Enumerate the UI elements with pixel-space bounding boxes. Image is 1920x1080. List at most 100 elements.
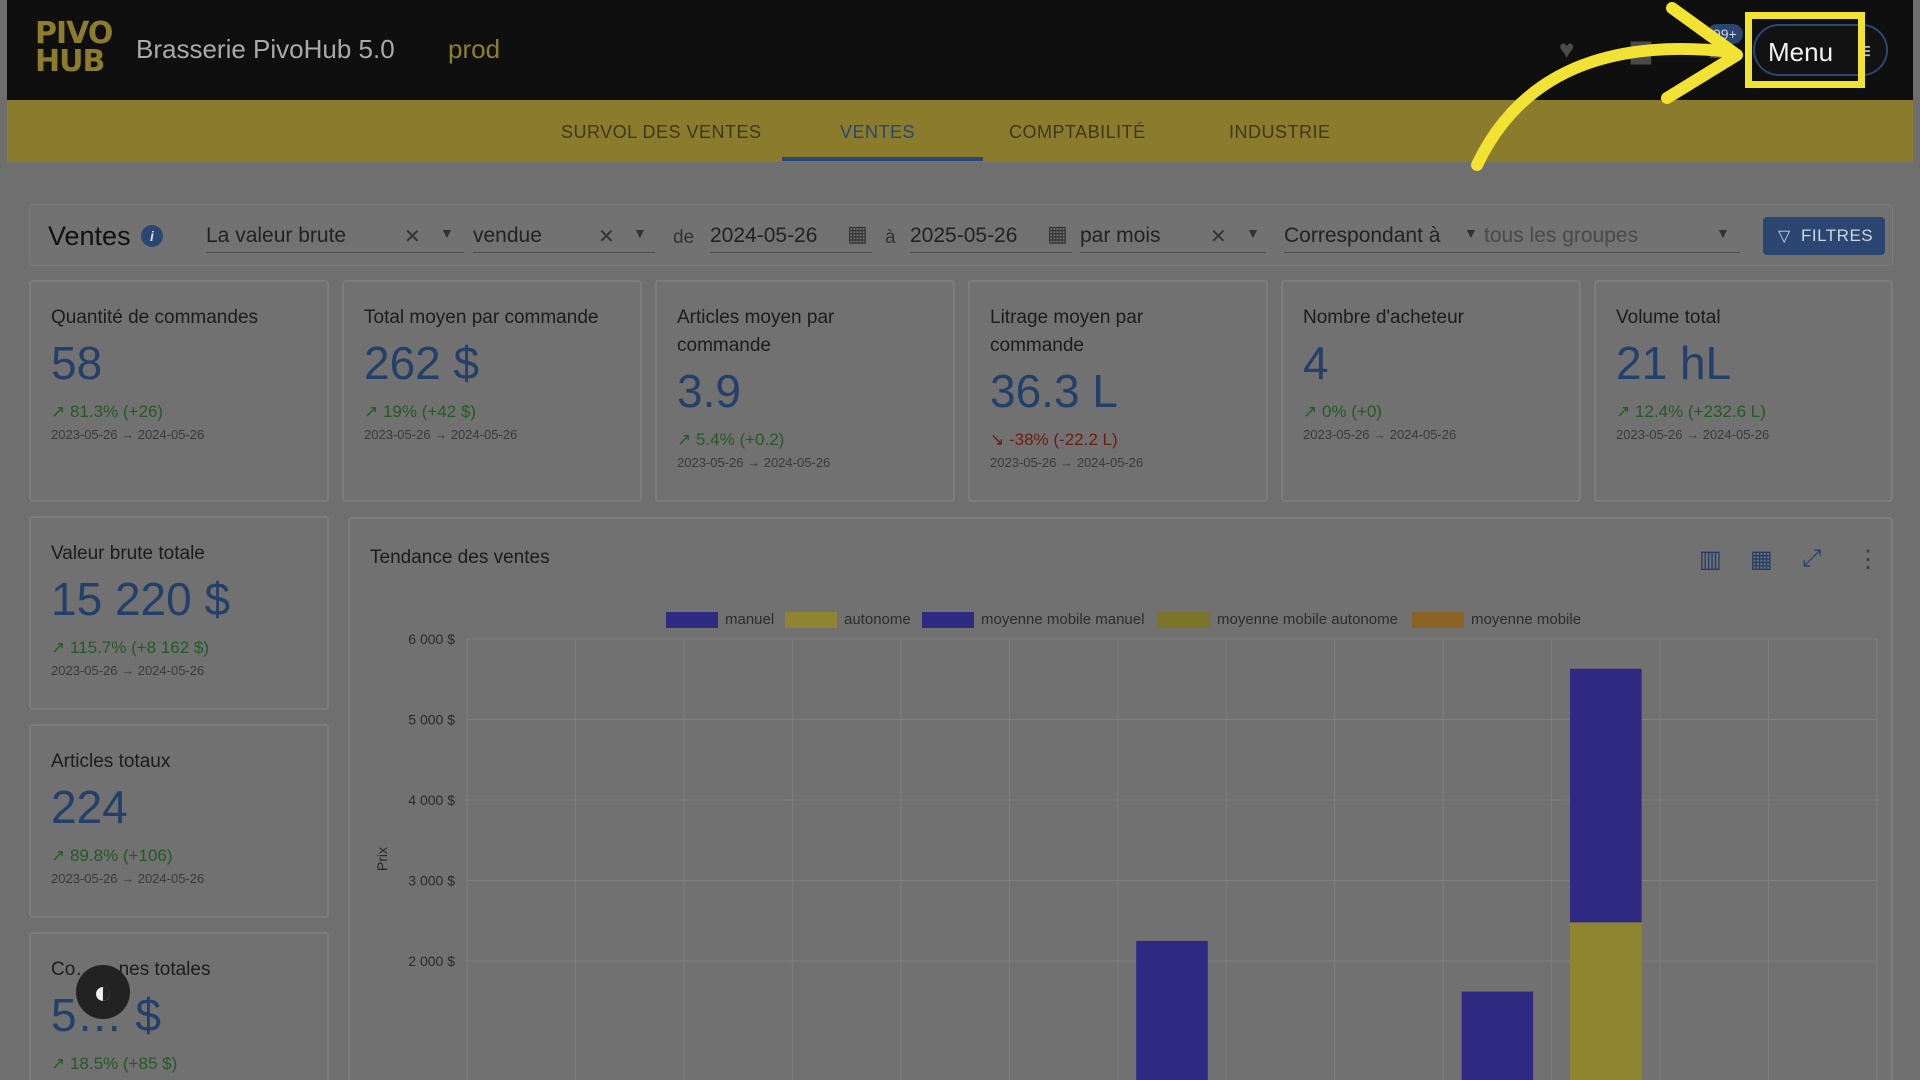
stat-period: 2023-05-26 → 2024-05-26 <box>677 455 831 470</box>
app-title: Brasserie PivoHub 5.0 <box>136 34 395 64</box>
legend-item-moyenne-mobile[interactable]: moyenne mobile <box>1471 611 1582 628</box>
stat-trend: ↗ 89.8% (+106) <box>51 846 173 865</box>
stat-trend: ↗ 5.4% (+0.2) <box>677 430 785 449</box>
stat-value: 224 <box>51 781 128 833</box>
clear-period-icon[interactable]: ✕ <box>1210 226 1227 248</box>
tab-ventes[interactable]: VENTES <box>840 122 916 142</box>
metric-select[interactable]: La valeur brute ✕ ▼ <box>206 219 464 253</box>
stat-value: 4 <box>1303 337 1329 389</box>
stat-card-total-moyen: Total moyen par commande 262 $ ↗ 19% (+4… <box>342 280 642 502</box>
bar-autonome[interactable] <box>1570 922 1642 1080</box>
stat-title: Quantité de commandes <box>51 307 259 328</box>
sales-filter-bar: Ventes i La valeur brute ✕ ▼ vendue ✕ ▼ … <box>29 204 1893 266</box>
clear-metric-icon[interactable]: ✕ <box>404 226 421 248</box>
chevron-down-icon[interactable]: ▼ <box>440 225 454 241</box>
active-tab-indicator <box>782 157 983 161</box>
stat-trend: ↗ 18.5% (+85 $) <box>51 1054 178 1073</box>
shopping-bag-icon[interactable]: ▆ <box>1631 34 1651 64</box>
stat-period: 2023-05-26 → 2024-05-26 <box>51 663 205 678</box>
trending-down-icon: ↘ <box>990 430 1009 449</box>
stat-title: Valeur brute totale <box>51 543 205 564</box>
legend-item-manuel[interactable]: manuel <box>725 611 775 628</box>
stat-card-commandes-totales: Co… …nes totales 5… $ ↗ 18.5% (+85 $) <box>29 932 329 1080</box>
support-widget-icon[interactable]: ◐ <box>76 965 130 1019</box>
bar-manuel[interactable] <box>1570 668 1642 923</box>
stat-title: Volume total <box>1616 307 1721 328</box>
pivohub-logo[interactable]: PIVO HUB <box>35 16 113 79</box>
trending-up-icon: ↗ <box>677 430 696 449</box>
tab-comptabilite[interactable]: COMPTABILITÉ <box>1009 122 1146 142</box>
status-select[interactable]: vendue ✕ ▼ <box>473 219 655 253</box>
sales-trend-chart-card: Tendance des ventes ▥ ▦ ⤢ ⋮ manuel auton… <box>348 517 1893 1080</box>
stat-value: 21 hL <box>1616 337 1732 389</box>
stat-trend: ↗ 0% (+0) <box>1303 402 1382 421</box>
period-select[interactable]: par mois ✕ ▼ <box>1080 219 1266 253</box>
tab-survol-des-ventes[interactable]: SURVOL DES VENTES <box>561 122 762 142</box>
legend-swatch-moyenne-mobile-autonome <box>1158 612 1210 628</box>
stat-value: 262 $ <box>364 337 480 389</box>
stat-card-volume-total: Volume total 21 hL ↗ 12.4% (+232.6 L) 20… <box>1594 280 1893 502</box>
chevron-down-icon[interactable]: ▼ <box>633 225 647 241</box>
section-tabs: SURVOL DES VENTES VENTES COMPTABILITÉ IN… <box>7 100 1913 162</box>
stat-trend: ↗ 19% (+42 $) <box>364 402 477 421</box>
stat-card-valeur-brute-totale: Valeur brute totale 15 220 $ ↗ 115.7% (+… <box>29 516 329 710</box>
stat-title: Nombre d'acheteur <box>1303 307 1464 328</box>
trending-up-icon: ↗ <box>51 638 70 657</box>
stat-value: 58 <box>51 337 103 389</box>
date-from-field[interactable]: 2024-05-26 ▦ <box>710 219 872 253</box>
trending-up-icon: ↗ <box>51 1054 70 1073</box>
fullscreen-icon[interactable]: ⤢ <box>1802 545 1822 572</box>
stat-title: Total moyen par commande <box>364 307 599 328</box>
legend-swatch-moyenne-mobile-manuel <box>922 612 974 628</box>
stat-period: 2023-05-26 → 2024-05-26 <box>1303 427 1457 442</box>
clear-status-icon[interactable]: ✕ <box>598 226 615 248</box>
date-from-label: de <box>673 227 695 248</box>
stat-trend: ↗ 12.4% (+232.6 L) <box>1616 402 1766 421</box>
table-icon[interactable]: ▦ <box>1750 546 1773 573</box>
trending-up-icon: ↗ <box>364 402 383 421</box>
trending-up-icon: ↗ <box>1616 402 1635 421</box>
stat-trend: ↗ 81.3% (+26) <box>51 402 164 421</box>
stat-value: 36.3 L <box>990 365 1118 417</box>
calendar-icon[interactable]: ▦ <box>847 221 868 246</box>
stat-trend: ↗ 115.7% (+8 162 $) <box>51 638 210 657</box>
y-tick-label: 3 000 $ <box>408 873 455 889</box>
stat-value: 3.9 <box>677 365 741 417</box>
sales-trend-plot: 6 000 $ 5 000 $ 4 000 $ 3 000 $ 2 000 $ Prix <box>374 631 1878 1080</box>
groups-select[interactable]: tous les groupes ▼ <box>1284 219 1740 253</box>
legend-swatch-autonome <box>785 612 837 628</box>
y-tick-label: 2 000 $ <box>408 953 455 969</box>
favorites-heart-icon[interactable]: ♥ <box>1559 34 1575 64</box>
notification-badge: 99+ <box>1707 24 1743 44</box>
chart-title: Tendance des ventes <box>370 547 550 568</box>
stat-title: Articles totaux <box>51 751 171 772</box>
highlight-box <box>1745 12 1865 88</box>
filters-button[interactable]: ▽ FILTRES <box>1763 217 1885 255</box>
bar-chart-icon[interactable]: ▥ <box>1699 546 1722 573</box>
stat-card-litrage-moyen: Litrage moyen par commande 36.3 L ↘ -38%… <box>968 280 1268 502</box>
app-frame: PIVO HUB Brasserie PivoHub 5.0 prod ♥ ▆ … <box>7 0 1913 1080</box>
y-tick-label: 5 000 $ <box>408 712 455 728</box>
legend-item-autonome[interactable]: autonome <box>844 611 911 628</box>
chevron-down-icon[interactable]: ▼ <box>1716 225 1730 241</box>
more-vert-icon[interactable]: ⋮ <box>1856 546 1880 573</box>
stat-card-articles-moyen: Articles moyen par commande 3.9 ↗ 5.4% (… <box>655 280 955 502</box>
chevron-down-icon[interactable]: ▼ <box>1246 225 1260 241</box>
legend-item-moyenne-mobile-autonome[interactable]: moyenne mobile autonome <box>1217 611 1398 628</box>
legend-item-moyenne-mobile-manuel[interactable]: moyenne mobile manuel <box>981 611 1145 628</box>
trending-up-icon: ↗ <box>51 402 70 421</box>
stat-period: 2023-05-26 → 2024-05-26 <box>990 455 1144 470</box>
date-to-label: à <box>885 227 896 248</box>
stat-period: 2023-05-26 → 2024-05-26 <box>51 427 205 442</box>
tab-industrie[interactable]: INDUSTRIE <box>1229 122 1331 142</box>
stat-title: Articles moyen par commande <box>677 307 835 356</box>
menu-button[interactable]: Menu ≡ <box>1753 24 1888 76</box>
bar-manuel[interactable] <box>1461 991 1534 1080</box>
calendar-icon[interactable]: ▦ <box>1047 221 1068 246</box>
stat-value: 15 220 $ <box>51 573 231 625</box>
bar-manuel[interactable] <box>1136 940 1208 1080</box>
date-to-field[interactable]: 2025-05-26 ▦ <box>910 219 1072 253</box>
info-icon[interactable]: i <box>141 225 163 247</box>
match-select[interactable]: Correspondant à ▼ <box>1284 224 1478 247</box>
chevron-down-icon[interactable]: ▼ <box>1464 225 1478 241</box>
